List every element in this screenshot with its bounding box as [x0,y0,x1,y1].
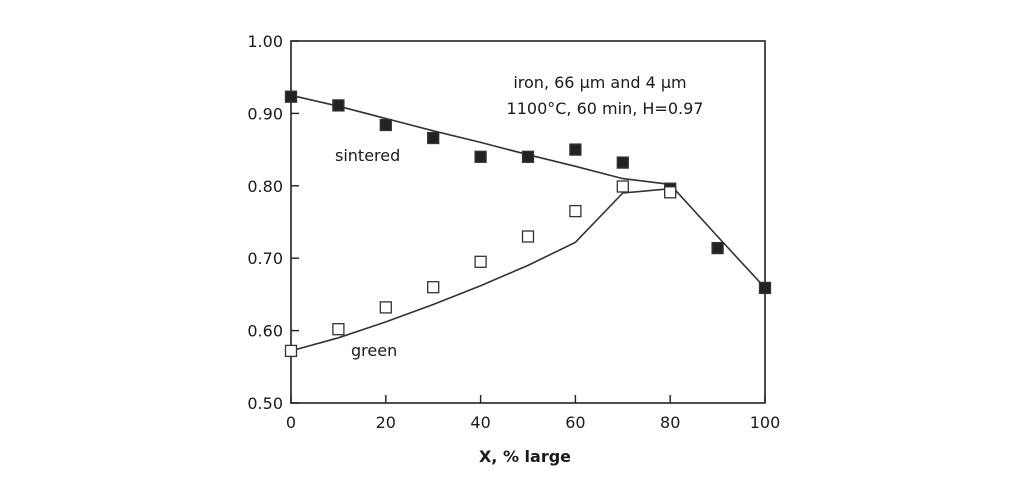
data-point-green [474,255,487,268]
data-point-sintered [379,118,392,132]
data-point-green [284,344,298,358]
annotation-line-2: 1100°C, 60 min, H=0.97 [507,99,704,118]
data-point-green [332,323,345,336]
x-tick-label: 0 [286,413,296,432]
axes: 0.50 0.60 0.70 0.80 0.90 1.00 0 20 40 60 80 100 [247,32,780,432]
plot-frame [290,40,766,404]
x-tick-label: 40 [470,413,490,432]
x-tick-label: 80 [660,413,680,432]
x-tick-label: 100 [750,413,781,432]
fit-line-green [290,187,671,352]
data-point-green [379,301,392,314]
data-point-green [616,180,629,193]
y-tick-label: 0.50 [247,394,283,413]
y-tick-label: 0.60 [247,322,283,341]
x-axis-title: X, % large [479,447,571,466]
y-tick-label: 0.70 [247,249,283,268]
series-label-green: green [351,341,397,360]
y-tick-label: 0.90 [247,104,283,123]
y-tick-label: 0.80 [247,177,283,196]
data-point-sintered [569,143,582,156]
data-point-green [569,204,582,218]
data-points [284,90,772,358]
data-point-sintered [711,241,724,255]
x-tick-label: 60 [565,413,585,432]
annotation-line-1: iron, 66 µm and 4 µm [513,73,686,92]
data-point-sintered [284,90,298,103]
data-point-green [664,186,677,199]
series-label-sintered: sintered [335,146,400,165]
x-tick-label: 20 [376,413,396,432]
fit-lines [290,94,766,352]
y-tick-label: 1.00 [247,32,283,51]
data-point-sintered [427,131,440,145]
data-point-sintered [474,150,487,163]
data-point-green [427,281,440,294]
fit-line-sintered [290,94,766,289]
data-point-sintered [616,156,629,169]
data-point-sintered [758,281,772,295]
data-point-sintered [332,99,345,112]
data-point-green [521,230,535,243]
data-point-sintered [521,150,535,163]
